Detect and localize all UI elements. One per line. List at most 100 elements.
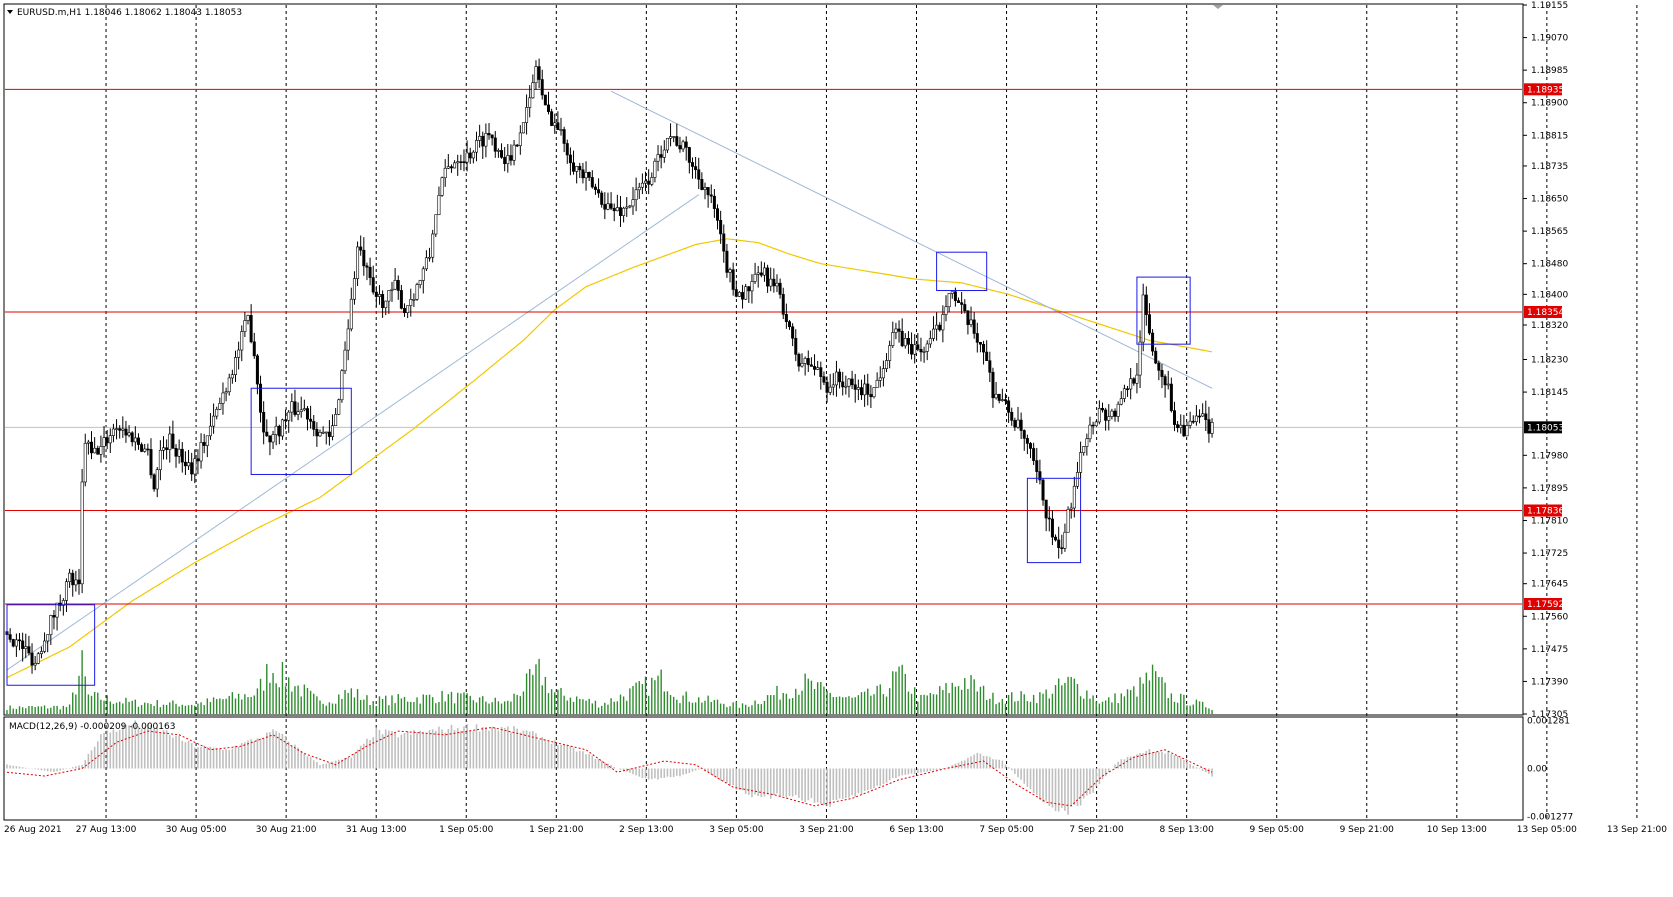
candle-body — [296, 411, 300, 415]
chart-shift-marker-icon[interactable] — [1213, 5, 1223, 9]
grid-layer — [105, 5, 1638, 819]
candle-body — [922, 351, 926, 353]
time-axis-label: 3 Sep 05:00 — [709, 825, 764, 835]
candle-body — [1044, 499, 1048, 519]
candle-body — [944, 306, 948, 315]
candle-body — [465, 152, 469, 163]
macd-axis-label: 0.00 — [1527, 765, 1547, 775]
candle-body — [856, 387, 860, 390]
time-axis-label: 9 Sep 21:00 — [1340, 825, 1395, 835]
candle-body — [71, 572, 75, 586]
candle-body — [255, 355, 259, 385]
candle-body — [678, 145, 682, 150]
candle-body — [800, 363, 804, 367]
candle-body — [453, 162, 457, 169]
candle-body — [1060, 547, 1064, 549]
candle-body — [803, 358, 807, 364]
candle-body — [1207, 419, 1211, 434]
candle-body — [202, 442, 206, 446]
time-axis-label: 27 Aug 13:00 — [76, 825, 137, 835]
candle-body — [950, 291, 954, 294]
candle-body — [694, 166, 698, 171]
candle-body — [822, 376, 826, 383]
candle-body — [1022, 430, 1026, 439]
candle-body — [146, 448, 150, 451]
collapse-arrow-icon[interactable] — [7, 10, 13, 14]
candle-body — [212, 415, 216, 427]
candle-body — [928, 338, 932, 345]
candle-body — [847, 378, 851, 387]
candle-body — [324, 431, 328, 434]
current-price-tag — [1524, 421, 1562, 434]
candle-body — [935, 324, 939, 330]
candle-body — [584, 171, 588, 179]
candle-body — [224, 391, 228, 394]
candle-body — [500, 150, 504, 158]
candle-body — [421, 268, 425, 281]
price-axis-label: 1.18735 — [1531, 162, 1568, 172]
candle-body — [487, 133, 491, 136]
candle-body — [315, 429, 319, 437]
candle-body — [600, 192, 604, 205]
time-axis-label: 8 Sep 13:00 — [1159, 825, 1214, 835]
candle-body — [628, 205, 632, 208]
candle-body — [215, 409, 219, 417]
candle-body — [759, 272, 763, 276]
candle-body — [863, 383, 867, 396]
candle-body — [597, 189, 601, 194]
candle-body — [68, 572, 72, 583]
candle-body — [875, 380, 879, 388]
candle-body — [612, 208, 616, 212]
candle-body — [312, 421, 316, 430]
horizontal-level-layer[interactable]: 1.18935 1.18354 1.17836 1.17592 1.18053 — [5, 83, 1564, 611]
candle-body — [1007, 400, 1011, 413]
candle-body — [644, 180, 648, 184]
candle-body — [371, 277, 375, 293]
candle-body — [816, 367, 820, 370]
candle-body — [155, 469, 159, 490]
candle-body — [412, 298, 416, 301]
candle-body — [1082, 446, 1086, 453]
candle-body — [978, 342, 982, 345]
candle-body — [149, 449, 153, 476]
price-axis: 1.19155 1.19070 1.18985 1.18900 1.18815 1.187… — [1523, 1, 1573, 822]
candle-body — [1147, 314, 1151, 334]
candle-body — [906, 338, 910, 345]
candle-body — [982, 343, 986, 353]
candle-body — [133, 437, 137, 443]
symbol-info-label: EURUSD.m,H1 1.18046 1.18062 1.18043 1.18… — [17, 8, 242, 18]
candle-body — [271, 434, 275, 443]
candle-body — [459, 161, 463, 163]
candle-body — [565, 143, 569, 156]
candle-body — [93, 447, 97, 454]
candle-body — [957, 300, 961, 303]
candle-body — [625, 206, 629, 209]
level-price-tag-label: 1.17592 — [1527, 600, 1564, 610]
candle-body — [299, 409, 303, 413]
candle-body — [24, 646, 28, 649]
candle-body — [362, 249, 366, 267]
price-axis-label: 1.17980 — [1531, 451, 1568, 461]
price-axis-label: 1.18320 — [1531, 321, 1568, 331]
candle-body — [609, 203, 613, 209]
candle-body — [368, 266, 372, 278]
candle-body — [321, 431, 325, 434]
candle-body — [490, 134, 494, 139]
candle-body — [712, 195, 716, 209]
time-axis-label: 31 Aug 13:00 — [346, 825, 407, 835]
candle-body — [885, 360, 889, 369]
candle-body — [1032, 448, 1036, 461]
candle-body — [356, 246, 360, 279]
rectangle-layer[interactable] — [6, 251, 1191, 686]
trendline-layer[interactable] — [6, 90, 1213, 671]
candle-body — [1204, 413, 1208, 420]
candle-body — [568, 154, 572, 164]
candle-body — [64, 581, 68, 601]
candle-body — [1163, 376, 1167, 386]
candle-body — [83, 442, 87, 483]
candle-body — [518, 132, 522, 147]
level-price-tag — [1524, 305, 1562, 318]
candle-body — [543, 94, 547, 106]
highlight-rectangle — [1136, 276, 1191, 345]
